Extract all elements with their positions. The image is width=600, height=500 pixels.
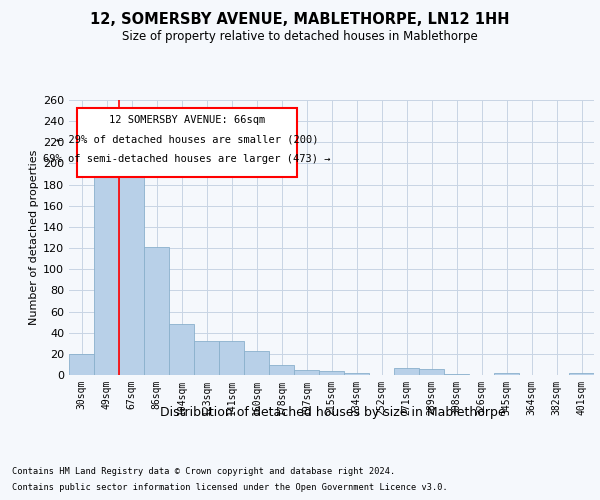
Bar bbox=[394, 368, 419, 375]
Bar bbox=[319, 371, 344, 375]
FancyBboxPatch shape bbox=[77, 108, 298, 177]
Text: 69% of semi-detached houses are larger (473) →: 69% of semi-detached houses are larger (… bbox=[43, 154, 331, 164]
Bar bbox=[294, 370, 319, 375]
Text: 12, SOMERSBY AVENUE, MABLETHORPE, LN12 1HH: 12, SOMERSBY AVENUE, MABLETHORPE, LN12 1… bbox=[90, 12, 510, 28]
Bar bbox=[144, 247, 169, 375]
Bar bbox=[444, 374, 469, 375]
Bar bbox=[419, 368, 444, 375]
Bar bbox=[494, 373, 519, 375]
Text: Size of property relative to detached houses in Mablethorpe: Size of property relative to detached ho… bbox=[122, 30, 478, 43]
Bar bbox=[569, 373, 594, 375]
Text: ← 29% of detached houses are smaller (200): ← 29% of detached houses are smaller (20… bbox=[56, 134, 319, 144]
Bar bbox=[169, 324, 194, 375]
Text: Distribution of detached houses by size in Mablethorpe: Distribution of detached houses by size … bbox=[160, 406, 506, 419]
Bar bbox=[244, 350, 269, 375]
Text: Contains public sector information licensed under the Open Government Licence v3: Contains public sector information licen… bbox=[12, 482, 448, 492]
Text: Contains HM Land Registry data © Crown copyright and database right 2024.: Contains HM Land Registry data © Crown c… bbox=[12, 468, 395, 476]
Bar bbox=[69, 354, 94, 375]
Bar bbox=[344, 373, 369, 375]
Bar bbox=[94, 164, 119, 375]
Bar bbox=[194, 341, 219, 375]
Bar bbox=[119, 150, 144, 375]
Text: 12 SOMERSBY AVENUE: 66sqm: 12 SOMERSBY AVENUE: 66sqm bbox=[109, 115, 265, 125]
Y-axis label: Number of detached properties: Number of detached properties bbox=[29, 150, 39, 325]
Bar bbox=[219, 341, 244, 375]
Bar bbox=[269, 366, 294, 375]
